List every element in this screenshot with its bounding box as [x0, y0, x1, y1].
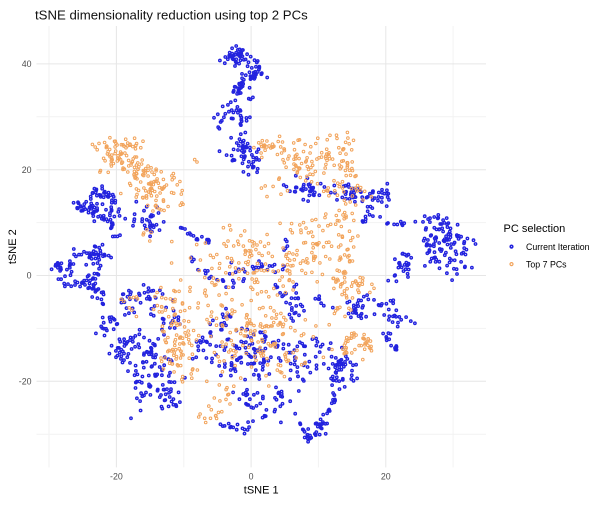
svg-text:20: 20 — [381, 472, 391, 482]
svg-text:tSNE 1: tSNE 1 — [244, 485, 279, 497]
svg-text:Current Iteration: Current Iteration — [526, 242, 590, 252]
svg-text:Top 7 PCs: Top 7 PCs — [526, 259, 567, 269]
svg-text:tSNE 2: tSNE 2 — [7, 229, 19, 264]
svg-text:20: 20 — [22, 165, 32, 175]
svg-text:40: 40 — [22, 59, 32, 69]
svg-text:-20: -20 — [19, 377, 32, 387]
svg-text:tSNE dimensionality reduction: tSNE dimensionality reduction using top … — [35, 8, 308, 23]
svg-text:0: 0 — [249, 472, 254, 482]
svg-text:-20: -20 — [110, 472, 123, 482]
svg-text:PC selection: PC selection — [504, 223, 566, 235]
svg-text:0: 0 — [27, 271, 32, 281]
